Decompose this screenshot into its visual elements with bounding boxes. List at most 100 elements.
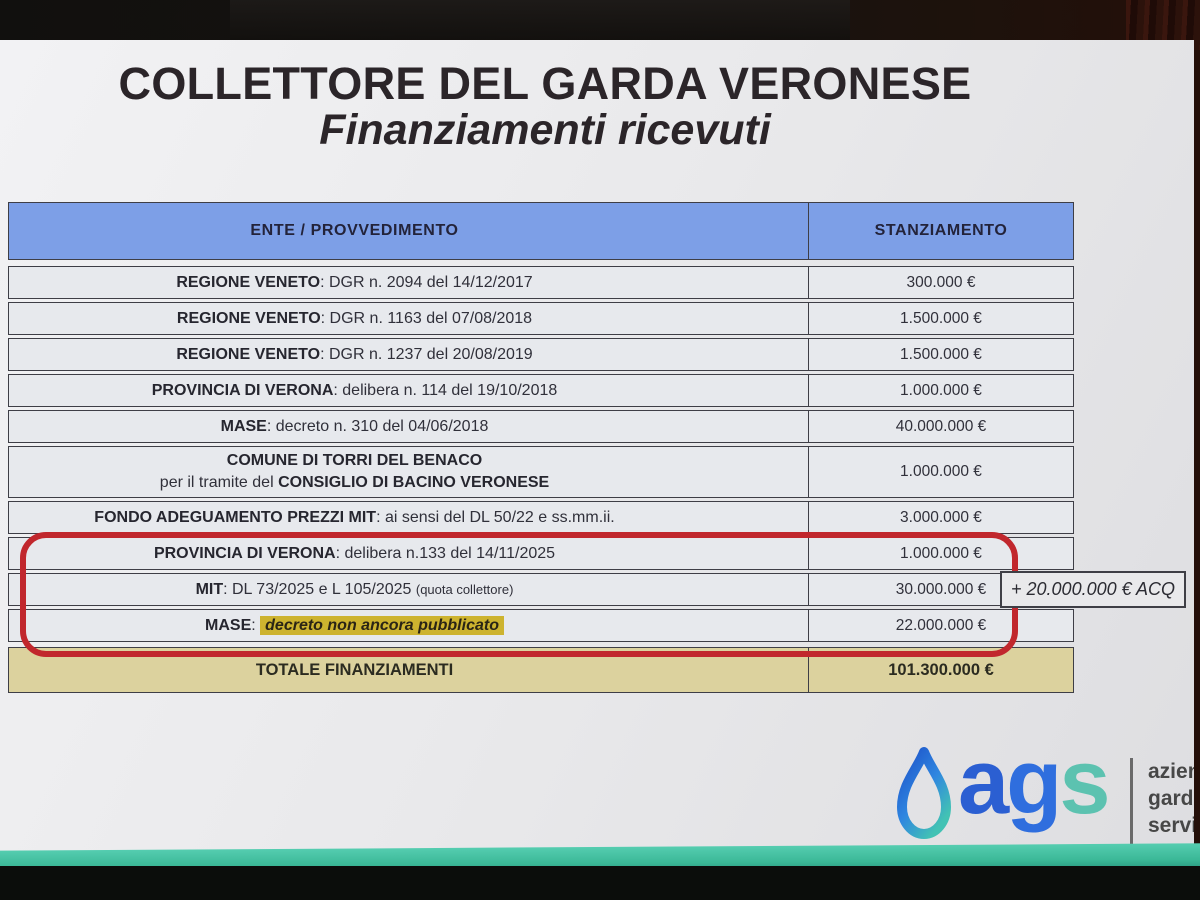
row-label-rest: : ai sensi del DL 50/22 e ss.mm.ii. bbox=[376, 508, 615, 526]
row-label-rest: : DGR n. 1163 del 07/08/2018 bbox=[320, 309, 533, 327]
ente-cell: PROVINCIA DI VERONA: delibera n. 114 del… bbox=[9, 375, 809, 406]
row-label: REGIONE VENETO: DGR n. 1163 del 07/08/20… bbox=[177, 310, 532, 328]
row-value: 30.000.000 € bbox=[895, 580, 987, 598]
row-label-bold: MASE bbox=[205, 616, 252, 634]
acq-annotation-box: + 20.000.000 € ACQ bbox=[1000, 571, 1186, 608]
header-ente-label: ENTE / PROVVEDIMENTO bbox=[250, 222, 459, 239]
row-label-rest: : delibera n.133 del 14/11/2025 bbox=[335, 544, 556, 562]
ente-cell: PROVINCIA DI VERONA: delibera n.133 del … bbox=[9, 538, 809, 569]
row-label-bold: FONDO ADEGUAMENTO PREZZI MIT bbox=[94, 508, 377, 526]
ags-letter-s: s bbox=[1059, 731, 1110, 833]
row-label-bold: PROVINCIA DI VERONA bbox=[153, 544, 336, 562]
row-label-rest: : decreto n. 310 del 04/06/2018 bbox=[266, 417, 489, 435]
row-value: 1.000.000 € bbox=[900, 381, 982, 399]
tagline-line2: gardesana bbox=[1148, 787, 1194, 810]
row-label: PROVINCIA DI VERONA: delibera n. 114 del… bbox=[152, 382, 558, 400]
presentation-slide: COLLETTORE DEL GARDA VERONESE Finanziame… bbox=[0, 40, 1194, 852]
value-cell: 30.000.000 € bbox=[809, 574, 1073, 605]
room-reflection bbox=[230, 0, 850, 40]
total-value-cell: 101.300.000 € bbox=[809, 648, 1073, 692]
row-label-bold: REGIONE VENETO bbox=[176, 309, 321, 327]
row-label: MASE: decreto n. 310 del 04/06/2018 bbox=[221, 418, 489, 436]
row-label-bold: MASE bbox=[220, 417, 267, 435]
value-cell: 1.500.000 € bbox=[809, 303, 1073, 334]
table-row: FONDO ADEGUAMENTO PREZZI MIT: ai sensi d… bbox=[8, 501, 1074, 534]
row-label-rest: : DGR n. 1237 del 20/08/2019 bbox=[320, 345, 533, 363]
row-value: 22.000.000 € bbox=[895, 616, 987, 634]
row-value: 1.500.000 € bbox=[900, 345, 982, 363]
row-label-rest: : DL 73/2025 e L 105/2025 bbox=[223, 580, 416, 598]
room-floor-shadow bbox=[0, 866, 1200, 900]
table-header-row: ENTE / PROVVEDIMENTO STANZIAMENTO bbox=[8, 202, 1074, 260]
row-label: REGIONE VENETO: DGR n. 1237 del 20/08/20… bbox=[176, 346, 532, 364]
logo-tagline: azienda gardesana servizi bbox=[1148, 758, 1194, 839]
header-stanziamento-cell: STANZIAMENTO bbox=[809, 203, 1073, 259]
row-value: 1.000.000 € bbox=[900, 463, 982, 480]
table-row: MASE: decreto n. 310 del 04/06/2018 40.0… bbox=[8, 410, 1074, 443]
value-cell: 22.000.000 € bbox=[809, 610, 1073, 641]
value-cell: 1.000.000 € bbox=[809, 538, 1073, 569]
table-row-provincia-2025: PROVINCIA DI VERONA: delibera n.133 del … bbox=[8, 537, 1074, 570]
header-ente-cell: ENTE / PROVVEDIMENTO bbox=[9, 203, 809, 259]
table-row: REGIONE VENETO: DGR n. 1237 del 20/08/20… bbox=[8, 338, 1074, 371]
row-label-rest: : delibera n. 114 del 19/10/2018 bbox=[333, 381, 558, 399]
row-line2-bold: CONSIGLIO DI BACINO VERONESE bbox=[278, 474, 550, 491]
slide-title: COLLETTORE DEL GARDA VERONESE bbox=[118, 58, 972, 109]
acq-annotation-text: + 20.000.000 € ACQ bbox=[1011, 579, 1175, 599]
value-cell: 40.000.000 € bbox=[809, 411, 1073, 442]
row-label-bold: REGIONE VENETO bbox=[176, 273, 321, 291]
ente-cell: REGIONE VENETO: DGR n. 1237 del 20/08/20… bbox=[9, 339, 809, 370]
value-cell: 300.000 € bbox=[809, 267, 1073, 298]
row-label-rest: : DGR n. 2094 del 14/12/2017 bbox=[320, 273, 533, 291]
ente-cell: FONDO ADEGUAMENTO PREZZI MIT: ai sensi d… bbox=[9, 502, 809, 533]
ags-letter-a: a bbox=[958, 731, 1009, 833]
slide-subtitle: Finanziamenti ricevuti bbox=[319, 106, 771, 154]
total-label: TOTALE FINANZIAMENTI bbox=[255, 660, 454, 679]
table-row-mit: MIT: DL 73/2025 e L 105/2025 (quota coll… bbox=[8, 573, 1074, 606]
row-label-bold: MIT bbox=[195, 580, 224, 598]
row-label-small: (quota collettore) bbox=[415, 581, 514, 597]
ente-cell: REGIONE VENETO: DGR n. 1163 del 07/08/20… bbox=[9, 303, 809, 334]
ente-cell: COMUNE DI TORRI DEL BENACO per il tramit… bbox=[9, 447, 809, 497]
logo-divider bbox=[1130, 758, 1133, 844]
row-value: 1.500.000 € bbox=[900, 309, 982, 327]
total-label-cell: TOTALE FINANZIAMENTI bbox=[9, 648, 809, 692]
ente-cell: MIT: DL 73/2025 e L 105/2025 (quota coll… bbox=[9, 574, 809, 605]
ente-cell: REGIONE VENETO: DGR n. 2094 del 14/12/20… bbox=[9, 267, 809, 298]
row-line2-prefix: per il tramite del bbox=[159, 474, 279, 491]
table-row-comune-torri: COMUNE DI TORRI DEL BENACO per il tramit… bbox=[8, 446, 1074, 498]
funding-table: ENTE / PROVVEDIMENTO STANZIAMENTO REGION… bbox=[8, 202, 1074, 693]
table-row: PROVINCIA DI VERONA: delibera n. 114 del… bbox=[8, 374, 1074, 407]
table-row-mase-pending: MASE: decreto non ancora pubblicato 22.0… bbox=[8, 609, 1074, 642]
row-value: 300.000 € bbox=[906, 273, 976, 291]
row-value: 1.000.000 € bbox=[900, 544, 982, 562]
row-label: MIT: DL 73/2025 e L 105/2025 (quota coll… bbox=[196, 581, 514, 599]
row-line2: per il tramite del CONSIGLIO DI BACINO V… bbox=[160, 472, 549, 494]
ente-cell: MASE: decreto non ancora pubblicato bbox=[9, 610, 809, 641]
row-line1: COMUNE DI TORRI DEL BENACO bbox=[227, 450, 482, 472]
value-cell: 1.000.000 € bbox=[809, 447, 1073, 497]
water-drop-icon bbox=[893, 745, 955, 850]
table-row: REGIONE VENETO: DGR n. 1163 del 07/08/20… bbox=[8, 302, 1074, 335]
row-label-bold: PROVINCIA DI VERONA bbox=[151, 381, 334, 399]
row-label: REGIONE VENETO: DGR n. 2094 del 14/12/20… bbox=[176, 274, 532, 292]
tagline-line3: servizi bbox=[1148, 814, 1194, 837]
table-total-row: TOTALE FINANZIAMENTI 101.300.000 € bbox=[8, 647, 1074, 693]
row-value: 3.000.000 € bbox=[900, 508, 982, 526]
row-label-bold: REGIONE VENETO bbox=[176, 345, 321, 363]
ags-letter-g: g bbox=[1006, 731, 1062, 833]
value-cell: 1.000.000 € bbox=[809, 375, 1073, 406]
row-label-sep: : bbox=[251, 616, 261, 634]
row-label: MASE: decreto non ancora pubblicato bbox=[205, 615, 504, 635]
value-cell: 1.500.000 € bbox=[809, 339, 1073, 370]
header-stanziamento-label: STANZIAMENTO bbox=[874, 222, 1008, 239]
ente-cell: MASE: decreto n. 310 del 04/06/2018 bbox=[9, 411, 809, 442]
row-label: FONDO ADEGUAMENTO PREZZI MIT: ai sensi d… bbox=[94, 509, 614, 527]
total-value: 101.300.000 € bbox=[888, 660, 994, 679]
table-row: REGIONE VENETO: DGR n. 2094 del 14/12/20… bbox=[8, 266, 1074, 299]
row-label: PROVINCIA DI VERONA: delibera n.133 del … bbox=[154, 545, 555, 563]
tagline-line1: azienda bbox=[1148, 760, 1194, 783]
row-line1-bold: COMUNE DI TORRI DEL BENACO bbox=[226, 452, 483, 470]
value-cell: 3.000.000 € bbox=[809, 502, 1073, 533]
ags-logo-text: ags bbox=[958, 736, 1111, 828]
